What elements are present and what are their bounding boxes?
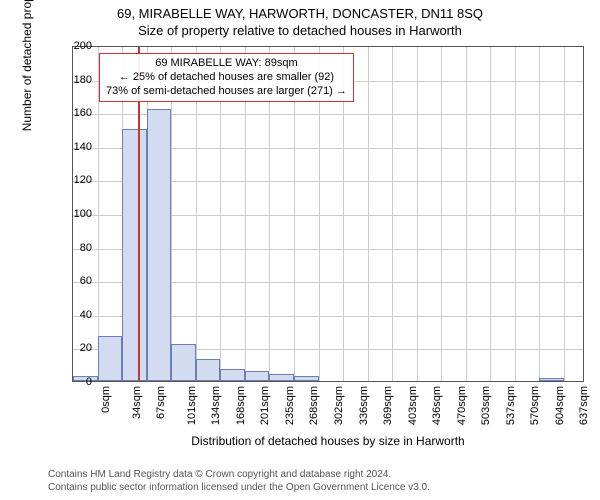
annotation-line: 69 MIRABELLE WAY: 89sqm <box>106 57 347 71</box>
grid-line <box>417 47 418 381</box>
y-tick-label: 0 <box>62 376 92 388</box>
histogram-bar <box>539 378 564 381</box>
x-tick-label: 503sqm <box>480 386 492 425</box>
histogram-bar <box>220 369 245 381</box>
y-tick-label: 60 <box>62 275 92 287</box>
grid-line <box>392 47 393 381</box>
annotation-line: ← 25% of detached houses are smaller (92… <box>106 71 347 85</box>
y-tick-label: 20 <box>62 342 92 354</box>
x-tick-label: 336sqm <box>358 386 370 425</box>
y-tick-label: 80 <box>62 242 92 254</box>
grid-line <box>466 47 467 381</box>
footer: Contains HM Land Registry data © Crown c… <box>48 469 430 494</box>
page-subtitle: Size of property relative to detached ho… <box>0 21 600 38</box>
histogram-bar <box>147 109 171 381</box>
footer-line: Contains public sector information licen… <box>48 482 430 495</box>
x-axis-label: Distribution of detached houses by size … <box>72 434 584 448</box>
histogram-bar <box>98 336 122 381</box>
grid-line <box>515 47 516 381</box>
footer-line: Contains HM Land Registry data © Crown c… <box>48 469 430 482</box>
x-tick-label: 201sqm <box>259 386 271 425</box>
y-tick-label: 200 <box>62 40 92 52</box>
histogram-bar <box>269 374 294 381</box>
y-tick-label: 40 <box>62 309 92 321</box>
histogram-bar <box>122 129 147 381</box>
x-tick-label: 0sqm <box>100 386 112 413</box>
x-tick-label: 302sqm <box>333 386 345 425</box>
x-tick-label: 604sqm <box>554 386 566 425</box>
x-tick-label: 570sqm <box>529 386 541 425</box>
x-tick-label: 637sqm <box>578 386 590 425</box>
histogram-bar <box>245 371 269 381</box>
y-tick-label: 180 <box>62 74 92 86</box>
histogram-bar <box>294 376 319 381</box>
page-title: 69, MIRABELLE WAY, HARWORTH, DONCASTER, … <box>0 0 600 21</box>
x-tick-label: 168sqm <box>235 386 247 425</box>
plot-area: 69 MIRABELLE WAY: 89sqm ← 25% of detache… <box>72 46 584 382</box>
grid-line <box>564 47 565 381</box>
grid-line <box>490 47 491 381</box>
annotation-box: 69 MIRABELLE WAY: 89sqm ← 25% of detache… <box>99 53 354 102</box>
y-tick-label: 100 <box>62 208 92 220</box>
x-tick-label: 268sqm <box>308 386 320 425</box>
annotation-line: 73% of semi-detached houses are larger (… <box>106 85 347 99</box>
x-tick-label: 134sqm <box>210 386 222 425</box>
y-tick-label: 140 <box>62 141 92 153</box>
y-axis-label: Number of detached properties <box>20 0 34 131</box>
x-tick-label: 436sqm <box>431 386 443 425</box>
y-tick-label: 160 <box>62 107 92 119</box>
grid-line <box>441 47 442 381</box>
x-tick-label: 101sqm <box>186 386 198 425</box>
grid-line <box>368 47 369 381</box>
histogram-bar <box>196 359 220 381</box>
x-tick-label: 34sqm <box>131 386 143 419</box>
x-tick-label: 369sqm <box>382 386 394 425</box>
x-tick-label: 235sqm <box>284 386 296 425</box>
x-tick-label: 403sqm <box>407 386 419 425</box>
y-tick-label: 120 <box>62 174 92 186</box>
histogram-bar <box>171 344 196 381</box>
grid-line <box>539 47 540 381</box>
x-tick-label: 67sqm <box>155 386 167 419</box>
x-tick-label: 470sqm <box>456 386 468 425</box>
x-tick-label: 537sqm <box>505 386 517 425</box>
chart-container: Number of detached properties 69 MIRABEL… <box>48 46 584 412</box>
